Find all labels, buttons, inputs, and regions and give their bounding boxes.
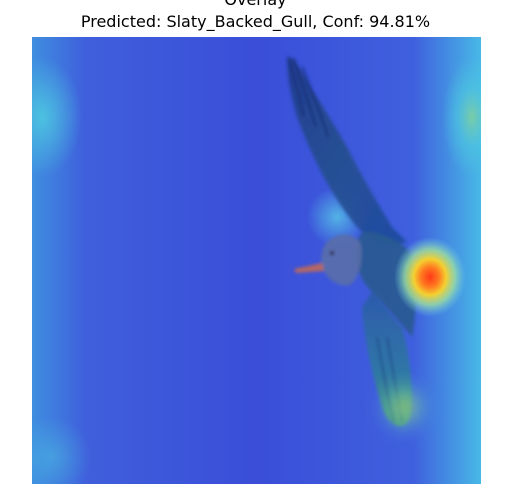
heatmap-overlay-graphic (32, 37, 481, 484)
overlay-image (32, 37, 481, 484)
left-edge-glow (32, 57, 82, 177)
right-edge-glow (442, 57, 481, 177)
figure-title: Overlay (0, 0, 511, 9)
attention-hotspot (394, 237, 466, 317)
tail-heat-region (378, 379, 430, 435)
prediction-subtitle: Predicted: Slaty_Backed_Gull, Conf: 94.8… (80, 12, 431, 31)
corner-glow (32, 417, 92, 484)
